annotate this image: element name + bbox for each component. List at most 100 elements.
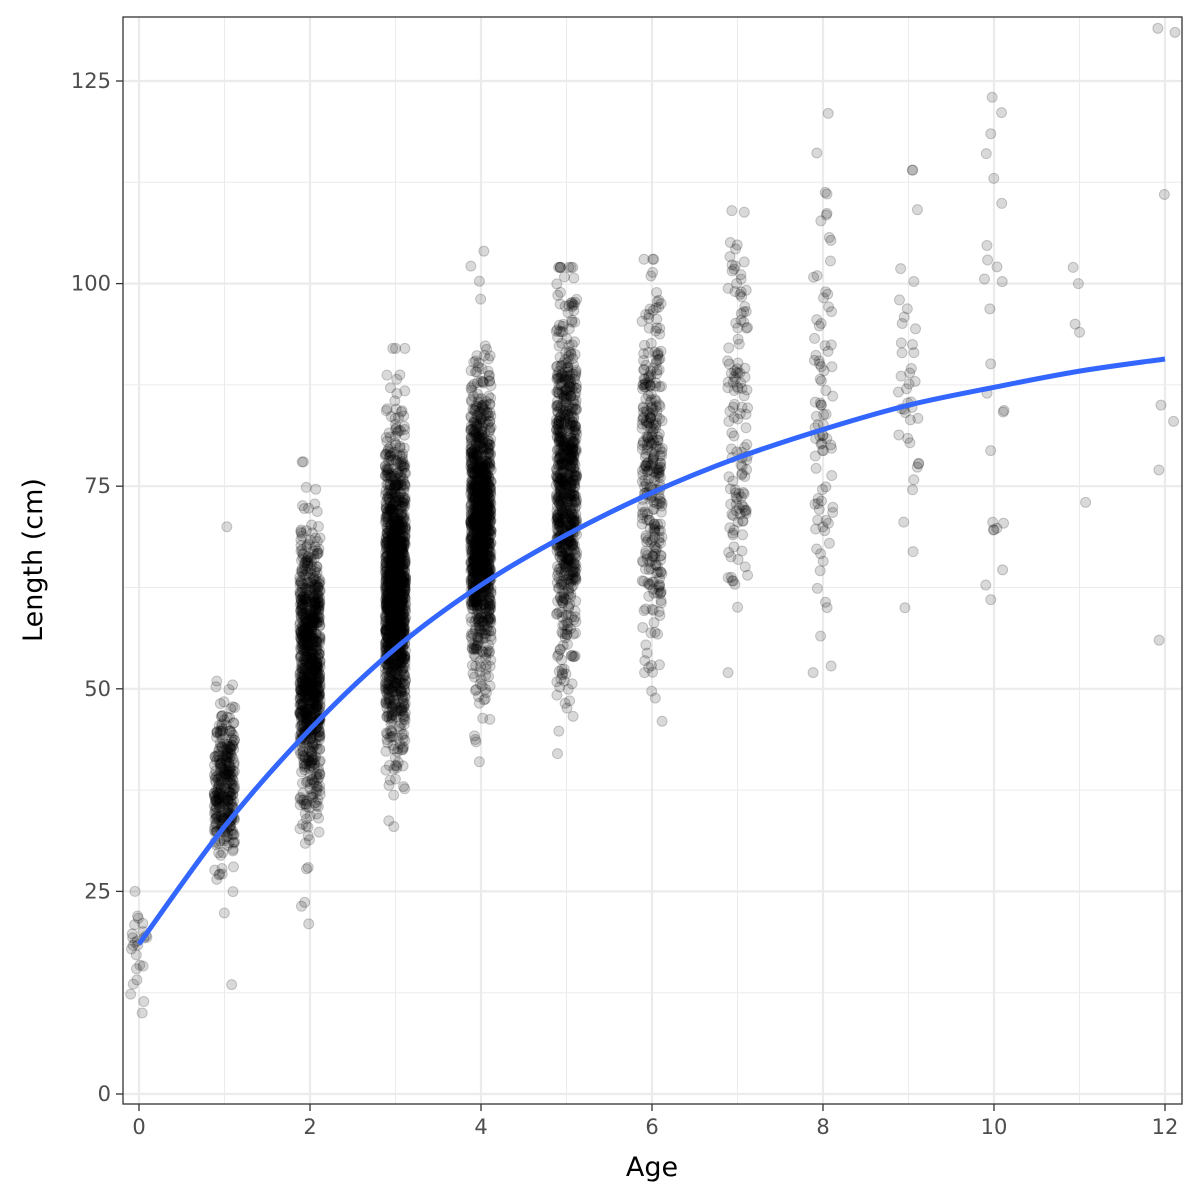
data-point: [300, 481, 312, 493]
data-point: [295, 707, 307, 719]
data-point: [653, 605, 665, 617]
data-point: [296, 701, 308, 713]
data-point: [470, 736, 482, 748]
data-point: [299, 706, 311, 718]
data-point: [553, 606, 565, 618]
data-point: [218, 907, 230, 919]
data-point: [215, 849, 227, 861]
data-point: [389, 395, 401, 407]
data-point: [558, 370, 570, 382]
data-point: [226, 779, 238, 791]
data-point: [383, 682, 395, 694]
data-point: [383, 815, 395, 827]
data-point: [555, 509, 567, 521]
data-point: [314, 672, 326, 684]
data-point: [211, 675, 223, 687]
data-point: [223, 787, 235, 799]
data-point: [215, 762, 227, 774]
data-point: [213, 773, 225, 785]
data-point: [214, 729, 226, 741]
data-point: [228, 779, 240, 791]
data-point: [313, 756, 325, 768]
data-point: [213, 801, 225, 813]
data-point: [223, 837, 235, 849]
data-point: [397, 515, 409, 527]
data-point: [646, 407, 658, 419]
data-point: [212, 784, 224, 796]
data-point: [214, 792, 226, 804]
data-point: [648, 253, 660, 265]
data-point: [294, 693, 306, 705]
data-point: [213, 810, 225, 822]
data-point: [297, 500, 309, 512]
data-point: [227, 795, 239, 807]
data-point: [398, 442, 410, 454]
data-point: [220, 719, 232, 731]
data-point: [473, 756, 485, 768]
data-point: [386, 727, 398, 739]
data-point: [212, 781, 224, 793]
data-point: [299, 896, 311, 908]
data-point: [641, 444, 653, 456]
data-point: [297, 716, 309, 728]
data-point: [305, 636, 317, 648]
data-point: [209, 804, 221, 816]
data-point: [214, 868, 226, 880]
data-point: [127, 978, 139, 990]
data-point: [312, 547, 324, 559]
data-point: [213, 779, 225, 791]
data-point: [208, 800, 220, 812]
data-point: [299, 626, 311, 638]
data-point: [225, 787, 237, 799]
data-point: [218, 744, 230, 756]
data-point: [297, 578, 309, 590]
data-point: [479, 468, 491, 480]
data-point: [304, 669, 316, 681]
data-point: [227, 784, 239, 796]
data-point: [477, 480, 489, 492]
data-point: [309, 532, 321, 544]
data-point: [314, 631, 326, 643]
data-point: [295, 595, 307, 607]
data-point: [221, 751, 233, 763]
data-point: [228, 828, 240, 840]
data-point: [132, 912, 144, 924]
data-point: [223, 740, 235, 752]
data-point: [208, 769, 220, 781]
data-point: [307, 689, 319, 701]
data-point: [399, 342, 411, 354]
data-point: [211, 810, 223, 822]
data-point: [218, 790, 230, 802]
data-point: [652, 628, 664, 640]
data-point: [552, 405, 564, 417]
data-point: [482, 418, 494, 430]
data-point: [308, 635, 320, 647]
data-point: [638, 355, 650, 367]
data-point: [216, 754, 228, 766]
data-point: [306, 708, 318, 720]
data-point: [227, 861, 239, 873]
data-point: [295, 634, 307, 646]
data-point: [220, 771, 232, 783]
data-point: [651, 296, 663, 308]
data-point: [137, 960, 149, 972]
data-point: [225, 739, 237, 751]
data-point: [304, 644, 316, 656]
data-point: [215, 793, 227, 805]
data-point: [305, 732, 317, 744]
data-point: [211, 796, 223, 808]
data-point: [307, 654, 319, 666]
data-point: [485, 392, 497, 404]
data-point: [302, 692, 314, 704]
data-point: [213, 719, 225, 731]
data-point: [301, 584, 313, 596]
data-point: [225, 748, 237, 760]
data-point: [383, 534, 395, 546]
data-point: [211, 786, 223, 798]
data-point: [314, 630, 326, 642]
data-point: [227, 717, 239, 729]
data-point: [221, 738, 233, 750]
data-point: [215, 782, 227, 794]
data-point: [298, 704, 310, 716]
